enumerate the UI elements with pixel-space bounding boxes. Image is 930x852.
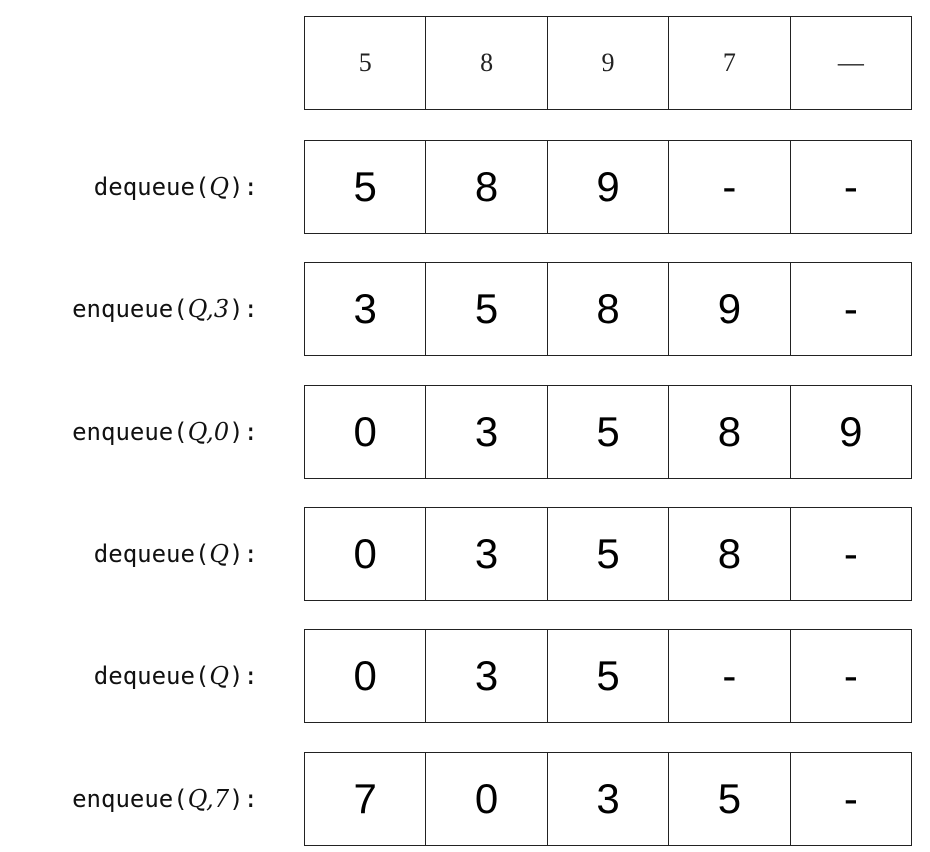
queue-cell: 9 (548, 17, 670, 109)
operation-name: enqueue (72, 418, 174, 446)
operation-name: dequeue (93, 173, 195, 201)
queue-cell: — (837, 48, 864, 77)
queue-array: 5 8 9 7 — (304, 16, 912, 110)
operation-row: dequeue(Q): 0 3 5- - (0, 629, 930, 723)
operation-args: Q (209, 540, 230, 568)
operation-row: enqueue(Q,3): 3 5 8 9 - (0, 262, 930, 356)
operation-args: Q (209, 173, 230, 201)
queue-cell: 7 (305, 753, 427, 845)
operation-row: dequeue(Q): 5 8 9- - (0, 140, 930, 234)
operation-name: enqueue (72, 785, 174, 813)
operation-name: dequeue (93, 540, 195, 568)
queue-cell: - (669, 141, 791, 233)
operation-label: dequeue(Q): (93, 173, 258, 201)
queue-cell: 3 (426, 508, 548, 600)
operation-row: dequeue(Q): 0 3 5 8 - (0, 507, 930, 601)
queue-cell: - (669, 630, 791, 722)
operation-label: enqueue(Q,7): (72, 785, 258, 813)
queue-cell: 3 (426, 386, 548, 478)
queue-cell: 3 (426, 630, 548, 722)
queue-cell: 0 (305, 630, 427, 722)
queue-cell: 5 (305, 141, 427, 233)
queue-cell: 9 (669, 263, 791, 355)
operation-name: enqueue (72, 295, 174, 323)
operation-args: Q,0 (187, 418, 230, 446)
initial-queue-row: 5 8 9 7 — (0, 16, 930, 110)
queue-cell: - (843, 285, 858, 332)
queue-cell: 5 (305, 17, 427, 109)
operation-args: Q (209, 662, 230, 690)
queue-cell: 3 (305, 263, 427, 355)
operation-row: enqueue(Q,7): 7 0 3 5 - (0, 752, 930, 846)
queue-cell: 8 (669, 508, 791, 600)
queue-cell: 8 (426, 17, 548, 109)
queue-cell: 0 (426, 753, 548, 845)
operation-label: enqueue(Q,0): (72, 418, 258, 446)
operation-args: Q,3 (187, 295, 230, 323)
queue-cell: 7 (669, 17, 791, 109)
queue-cell: 0 (305, 508, 427, 600)
queue-cell: 9 (839, 408, 863, 455)
queue-cell: 8 (669, 386, 791, 478)
operation-label: dequeue(Q): (93, 540, 258, 568)
queue-cell: 5 (548, 386, 670, 478)
queue-cell: 5 (426, 263, 548, 355)
operation-label: enqueue(Q,3): (72, 295, 258, 323)
queue-cell: - (843, 652, 858, 699)
queue-cell: 8 (548, 263, 670, 355)
queue-cell: 5 (548, 630, 670, 722)
operation-args: Q,7 (187, 785, 230, 813)
operation-label: dequeue(Q): (93, 662, 258, 690)
operation-row: enqueue(Q,0): 0 3 5 8 9 (0, 385, 930, 479)
queue-cell: - (843, 530, 858, 577)
queue-cell: 5 (548, 508, 670, 600)
queue-cell: - (843, 163, 858, 210)
queue-cell: 9 (548, 141, 670, 233)
queue-cell: 0 (305, 386, 427, 478)
queue-cell: 5 (669, 753, 791, 845)
queue-cell: - (843, 775, 858, 822)
queue-cell: 3 (548, 753, 670, 845)
queue-cell: 8 (426, 141, 548, 233)
operation-name: dequeue (93, 662, 195, 690)
